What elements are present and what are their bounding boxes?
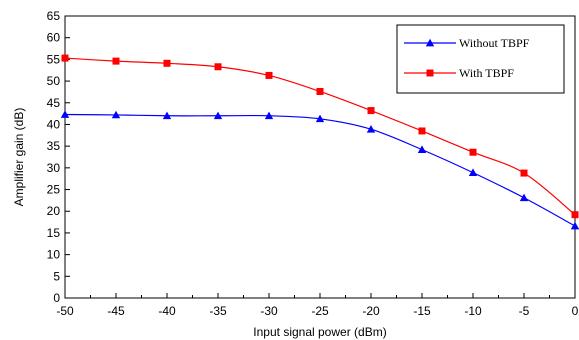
legend-items: Without TBPF With TBPF bbox=[404, 36, 530, 80]
series-with-tbpf bbox=[61, 54, 579, 219]
data-point bbox=[468, 168, 478, 176]
y-axis-title: Amplifier gain (dB) bbox=[12, 108, 26, 207]
x-tick-label: -40 bbox=[158, 304, 176, 318]
y-tick-label: 60 bbox=[47, 31, 61, 45]
data-point bbox=[315, 114, 325, 123]
y-tick-label: 20 bbox=[47, 204, 61, 218]
data-point bbox=[163, 59, 171, 67]
x-axis: -50 -45 -40 -35 -30 -25 -20 -15 -10 -5 0 bbox=[56, 293, 579, 318]
data-point bbox=[162, 111, 172, 120]
y-tick-label: 15 bbox=[47, 226, 61, 240]
y-tick-label: 55 bbox=[47, 52, 61, 66]
legend-label: With TBPF bbox=[459, 66, 514, 80]
data-point bbox=[112, 57, 120, 65]
data-point bbox=[366, 125, 376, 133]
y-tick-label: 0 bbox=[53, 291, 60, 305]
x-axis-title: Input signal power (dBm) bbox=[253, 325, 386, 339]
data-point bbox=[61, 54, 69, 62]
data-point bbox=[570, 221, 579, 230]
y-tick-label: 45 bbox=[47, 96, 61, 110]
series-layer bbox=[60, 54, 579, 230]
legend-box bbox=[396, 24, 565, 94]
data-point bbox=[519, 193, 529, 202]
legend: Without TBPF With TBPF bbox=[396, 24, 565, 94]
legend-marker bbox=[426, 69, 434, 77]
data-point bbox=[213, 111, 223, 120]
data-point bbox=[417, 145, 427, 153]
data-point bbox=[60, 110, 70, 118]
x-tick-label: -25 bbox=[311, 304, 329, 318]
legend-item: With TBPF bbox=[404, 66, 514, 80]
data-point bbox=[520, 169, 528, 177]
x-tick-label: -50 bbox=[56, 304, 74, 318]
y-tick-label: 35 bbox=[47, 139, 61, 153]
data-point bbox=[367, 107, 375, 115]
y-tick-label: 65 bbox=[47, 9, 61, 23]
data-point bbox=[571, 211, 579, 219]
data-point bbox=[214, 63, 222, 71]
legend-item: Without TBPF bbox=[404, 36, 530, 50]
y-tick-label: 50 bbox=[47, 74, 61, 88]
y-tick-label: 25 bbox=[47, 183, 61, 197]
y-tick-label: 5 bbox=[53, 269, 60, 283]
series-without-tbpf bbox=[60, 110, 579, 230]
data-point bbox=[265, 71, 273, 79]
x-tick-label: -20 bbox=[362, 304, 380, 318]
y-tick-label: 40 bbox=[47, 117, 61, 131]
x-tick-label: -35 bbox=[209, 304, 227, 318]
data-point bbox=[469, 148, 477, 156]
y-axis: 0 5 10 15 20 25 30 35 40 45 50 55 60 65 bbox=[47, 9, 70, 305]
y-tick-label: 30 bbox=[47, 161, 61, 175]
x-tick-label: -45 bbox=[107, 304, 125, 318]
data-point bbox=[316, 87, 324, 95]
data-point bbox=[418, 127, 426, 135]
y-tick-label: 10 bbox=[47, 248, 61, 262]
legend-marker bbox=[425, 38, 435, 47]
data-point bbox=[264, 111, 274, 120]
x-tick-label: -30 bbox=[260, 304, 278, 318]
x-tick-label: -10 bbox=[464, 304, 482, 318]
legend-label: Without TBPF bbox=[459, 36, 530, 50]
x-tick-label: -5 bbox=[519, 304, 530, 318]
x-tick-label: 0 bbox=[572, 304, 579, 318]
x-tick-label: -15 bbox=[413, 304, 431, 318]
data-point bbox=[111, 110, 121, 119]
